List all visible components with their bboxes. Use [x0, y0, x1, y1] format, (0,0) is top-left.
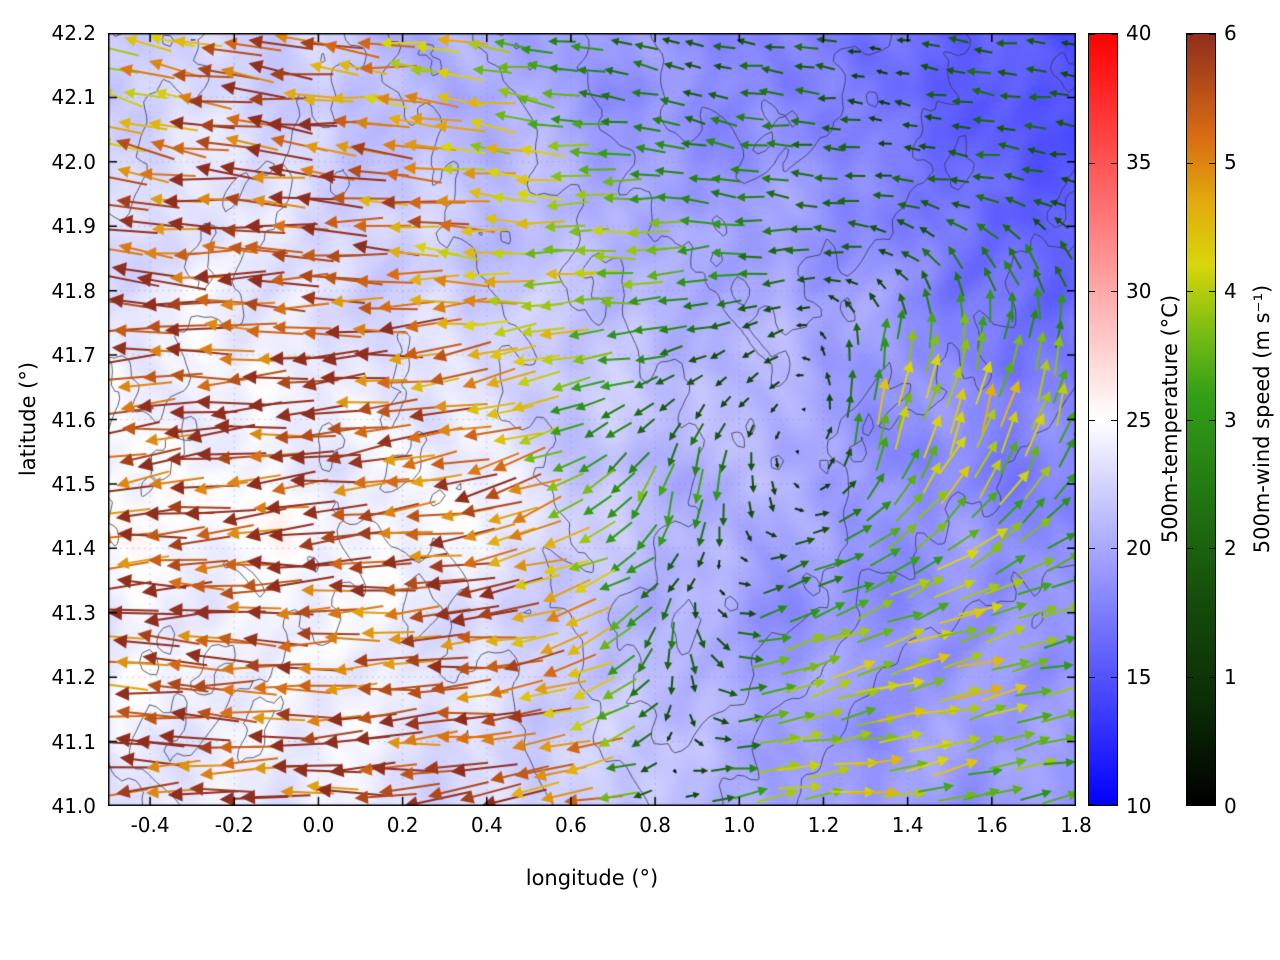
temperature-colorbar-tick: [1089, 548, 1095, 549]
temperature-colorbar-tick: [1111, 676, 1117, 678]
windspeed-colorbar-tick: [1209, 34, 1215, 35]
windspeed-colorbar-tick: [1187, 34, 1193, 35]
temperature-tick-label: 15: [1126, 665, 1152, 690]
y-tick-label: 41.5: [51, 471, 96, 496]
y-tick-label: 41.9: [51, 214, 96, 239]
y-tick-label: 41.0: [51, 794, 96, 818]
x-tick-label: 1.4: [891, 813, 924, 837]
temperature-colorbar-tick: [1111, 804, 1117, 805]
temperature-tick-label: 30: [1126, 278, 1152, 303]
x-tick-label: 1.2: [807, 813, 840, 837]
temperature-tick-label: 20: [1126, 536, 1152, 561]
windspeed-tick-label: 1: [1224, 665, 1237, 690]
y-tick-label: 42.2: [51, 21, 96, 45]
temperature-colorbar-tick: [1111, 419, 1117, 421]
windspeed-colorbar-tick: [1187, 676, 1193, 678]
x-tick-label: -0.4: [130, 813, 170, 837]
windspeed-colorbar-tick: [1209, 162, 1215, 164]
temperature-colorbar-tick: [1111, 34, 1117, 35]
x-tick-label: 1.6: [975, 813, 1008, 837]
temperature-colorbar-tick: [1089, 804, 1095, 805]
windspeed-colorbar: [1186, 33, 1216, 806]
temperature-tick-label: 25: [1126, 407, 1152, 432]
x-tick-label: 0.8: [639, 813, 672, 837]
x-axis-label: longitude (°): [525, 866, 659, 890]
y-tick-label: 41.7: [51, 343, 96, 368]
windspeed-colorbar-tick: [1209, 676, 1215, 678]
x-tick-label: 0.4: [470, 813, 503, 837]
windspeed-tick-label: 4: [1224, 278, 1237, 303]
windspeed-tick-label: 2: [1224, 536, 1237, 561]
windspeed-tick-label: 5: [1224, 149, 1237, 174]
y-tick-label: 41.8: [51, 278, 96, 303]
x-tick-label: 0.6: [555, 813, 587, 837]
y-tick-label: 41.4: [51, 536, 96, 561]
map-plot-canvas: [108, 33, 1076, 806]
x-tick-label: 0.0: [302, 813, 335, 837]
temperature-tick-label: 10: [1126, 794, 1152, 818]
x-tick-label: -0.2: [214, 813, 254, 837]
windspeed-colorbar-tick: [1209, 548, 1215, 549]
temperature-colorbar-tick: [1111, 162, 1117, 164]
windspeed-colorbar-tick: [1187, 548, 1193, 549]
y-tick-label: 41.1: [51, 729, 96, 754]
windspeed-colorbar-tick: [1209, 804, 1215, 805]
temperature-colorbar-tick: [1089, 291, 1095, 292]
x-tick-label: 1.0: [723, 813, 756, 837]
windspeed-tick-label: 3: [1224, 407, 1237, 432]
windspeed-colorbar-tick: [1187, 804, 1193, 805]
y-tick-label: 41.2: [51, 665, 96, 690]
y-tick-label: 41.6: [51, 407, 96, 432]
windspeed-colorbar-tick: [1187, 291, 1193, 292]
temperature-colorbar-tick: [1089, 676, 1095, 678]
temperature-colorbar: [1088, 33, 1118, 806]
temperature-colorbar-tick: [1089, 419, 1095, 421]
temperature-tick-label: 40: [1126, 21, 1152, 45]
windspeed-tick-label: 0: [1224, 794, 1237, 818]
y-tick-label: 41.3: [51, 600, 96, 625]
windspeed-colorbar-tick: [1187, 162, 1193, 164]
temperature-colorbar-tick: [1111, 291, 1117, 292]
temperature-colorbar-tick: [1111, 548, 1117, 549]
x-tick-label: 1.8: [1060, 813, 1092, 837]
temperature-colorbar-tick: [1089, 34, 1095, 35]
temperature-tick-label: 35: [1126, 149, 1152, 174]
windspeed-tick-label: 6: [1224, 21, 1237, 45]
x-tick-label: 0.2: [386, 813, 419, 837]
y-tick-label: 42.1: [51, 85, 96, 110]
temperature-colorbar-tick: [1089, 162, 1095, 164]
windspeed-colorbar-tick: [1209, 291, 1215, 292]
windspeed-colorbar-tick: [1209, 419, 1215, 421]
y-tick-label: 42.0: [51, 149, 96, 174]
windspeed-colorbar-tick: [1187, 419, 1193, 421]
